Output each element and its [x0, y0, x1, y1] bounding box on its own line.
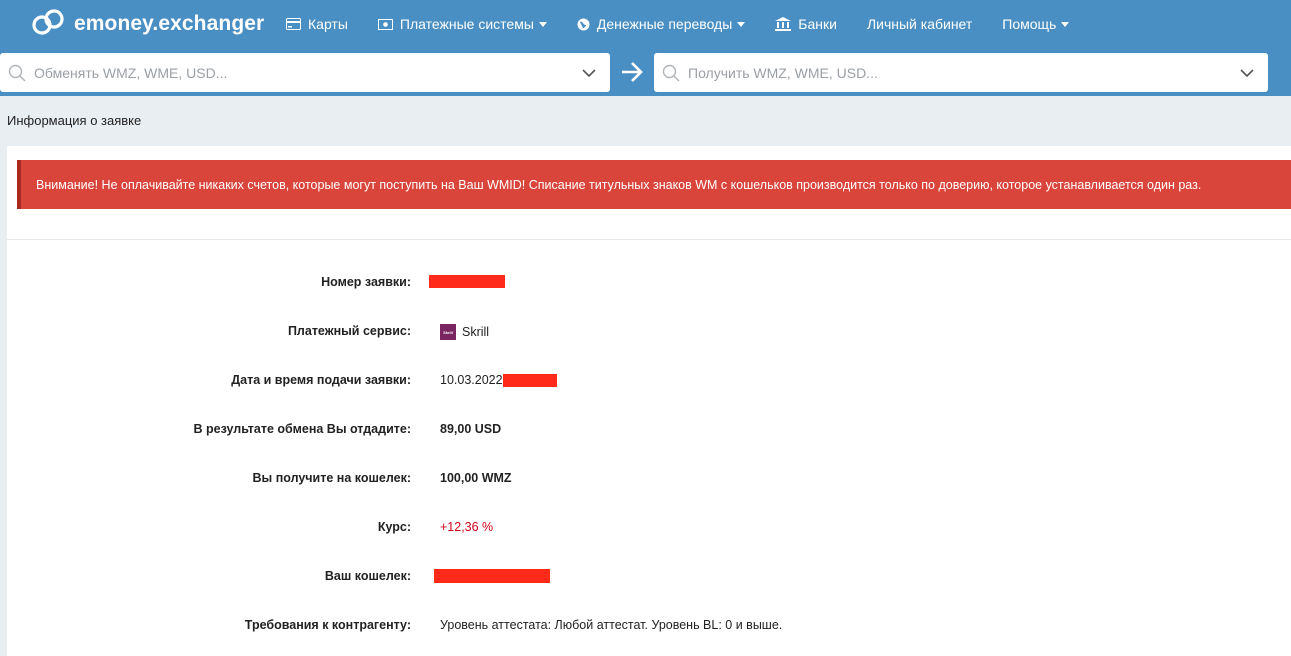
- detail-row-date: Дата и время подачи заявки: 10.03.2022: [7, 373, 1291, 393]
- get-currency-input[interactable]: [686, 63, 1240, 82]
- order-number-label: Номер заявки:: [321, 275, 411, 289]
- globe-icon: [577, 18, 590, 31]
- chevron-down-icon[interactable]: [582, 66, 596, 80]
- nav-item-account[interactable]: Личный кабинет: [867, 16, 972, 32]
- chain-link-icon: [30, 8, 66, 41]
- detail-row-give: В результате обмена Вы отдадите: 89,00 U…: [7, 422, 1291, 442]
- order-number-value: [429, 275, 505, 288]
- date-label: Дата и время подачи заявки:: [231, 373, 411, 387]
- redaction-block: [434, 569, 550, 583]
- wallet-label: Ваш кошелек:: [324, 569, 411, 583]
- top-navbar: emoney.exchanger Карты Платежные системы…: [0, 0, 1291, 48]
- payment-service-name: Skrill: [462, 325, 490, 339]
- detail-row-rate: Курс: +12,36 %: [7, 520, 1291, 540]
- date-text: 10.03.2022: [440, 373, 503, 387]
- detail-row-payment-service: Платежный сервис: Skrill Skrill: [7, 324, 1291, 344]
- alert-text: Внимание! Не оплачивайте никаких счетов,…: [36, 177, 1202, 192]
- nav-item-help[interactable]: Помощь: [1002, 16, 1070, 32]
- payment-service-label: Платежный сервис:: [287, 324, 411, 338]
- arrow-right-icon[interactable]: [620, 61, 644, 83]
- nav-item-label: Помощь: [1002, 16, 1057, 32]
- bank-icon: [775, 17, 792, 31]
- nav-item-payment-systems[interactable]: Платежные системы: [377, 16, 547, 32]
- warning-alert: Внимание! Не оплачивайте никаких счетов,…: [17, 160, 1291, 209]
- redaction-block: [429, 275, 505, 288]
- nav-item-label: Платежные системы: [399, 16, 534, 32]
- skrill-logo-icon: Skrill: [440, 324, 456, 340]
- divider: [7, 239, 1291, 240]
- detail-row-receive: Вы получите на кошелек: 100,00 WMZ: [7, 471, 1291, 491]
- redaction-block: [502, 373, 557, 387]
- page-title: Информация о заявке: [7, 113, 142, 128]
- nav-item-cards[interactable]: Карты: [286, 16, 348, 32]
- give-currency-select[interactable]: [0, 53, 610, 92]
- chevron-down-icon: [538, 21, 547, 27]
- nav-item-money-transfers[interactable]: Денежные переводы: [577, 16, 746, 32]
- banknote-icon: [377, 18, 393, 30]
- brand-name: emoney.exchanger: [74, 12, 265, 35]
- receive-label: Вы получите на кошелек:: [252, 471, 411, 485]
- exchange-search-bar: [0, 48, 1291, 96]
- rate-value: +12,36 %: [440, 520, 494, 534]
- give-label: В результате обмена Вы отдадите:: [193, 422, 412, 436]
- brand[interactable]: emoney.exchanger: [30, 8, 270, 41]
- date-value: 10.03.2022: [440, 373, 557, 387]
- nav-item-label: Банки: [798, 16, 837, 32]
- detail-row-wallet: Ваш кошелек:: [7, 569, 1291, 589]
- receive-value: 100,00 WMZ: [440, 471, 512, 485]
- nav-item-label: Денежные переводы: [596, 16, 733, 32]
- rate-label: Курс:: [377, 520, 411, 534]
- card-icon: [286, 18, 301, 30]
- search-icon: [8, 64, 26, 81]
- nav-item-banks[interactable]: Банки: [775, 16, 837, 32]
- detail-row-requirements: Требования к контрагенту: Уровень аттест…: [7, 618, 1291, 638]
- wallet-value: [434, 569, 550, 583]
- give-currency-input[interactable]: [32, 63, 582, 82]
- chevron-down-icon[interactable]: [1240, 66, 1254, 80]
- detail-row-order-number: Номер заявки:: [7, 275, 1291, 295]
- nav-item-label: Карты: [308, 16, 348, 32]
- chevron-down-icon: [1061, 21, 1070, 27]
- requirements-label: Требования к контрагенту:: [244, 618, 411, 632]
- get-currency-select[interactable]: [654, 53, 1268, 92]
- search-icon: [662, 64, 680, 81]
- nav-item-label: Личный кабинет: [866, 16, 973, 32]
- order-info-card: Внимание! Не оплачивайте никаких счетов,…: [7, 146, 1291, 656]
- requirements-value: Уровень аттестата: Любой аттестат. Урове…: [440, 618, 783, 632]
- give-value: 89,00 USD: [440, 422, 502, 436]
- payment-service-value: Skrill Skrill: [440, 324, 489, 340]
- chevron-down-icon: [737, 21, 746, 27]
